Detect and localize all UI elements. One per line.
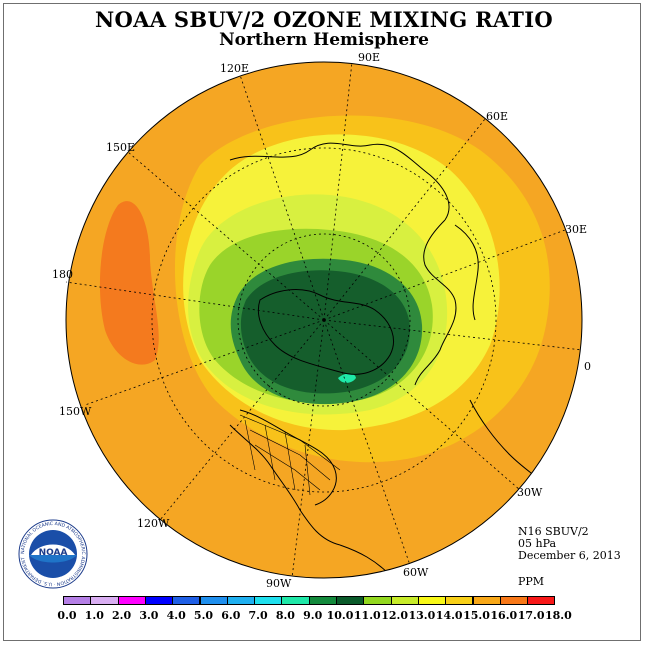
colorbar-swatch (90, 596, 119, 605)
lon-label-60e: 60E (486, 110, 509, 123)
colorbar-tick-label: 5.0 (193, 609, 214, 622)
colorbar-tick-label: 11.0 (353, 609, 381, 622)
colorbar-tick-label: 8.0 (275, 609, 295, 622)
satellite-label: N16 SBUV/2 (518, 525, 589, 538)
map-subtitle: Northern Hemisphere (219, 30, 429, 50)
lon-label-30w: 30W (517, 486, 543, 499)
band-9 (240, 270, 410, 394)
lon-label-150e: 150E (106, 141, 136, 154)
lon-label-30e: 30E (565, 223, 588, 236)
colorbar-tick-label: 15.0 (463, 609, 490, 622)
coastlines (229, 142, 541, 576)
colorbar-swatch (417, 596, 447, 605)
band-16-patch (99, 201, 159, 365)
globe-outline (65, 61, 583, 579)
colorbar-swatch (226, 596, 256, 605)
colorbar-swatch (472, 596, 501, 605)
colorbar-swatch (144, 596, 174, 605)
colorbar-swatch (199, 596, 228, 605)
colorbar-swatch (308, 596, 337, 605)
colorbar-tick-label: 1.0 (84, 609, 104, 622)
colorbar-swatch (172, 596, 201, 605)
lon-label-120e: 120E (220, 62, 250, 75)
colorbar-swatch (363, 596, 392, 605)
colorbar-swatch (390, 596, 419, 605)
date-label: December 6, 2013 (518, 549, 621, 562)
graticule (65, 61, 583, 579)
map-title: NOAA SBUV/2 OZONE MIXING RATIO (95, 7, 553, 32)
colorbar-tick-label: 17.0 (517, 609, 545, 622)
colorbar-tick-label: 4.0 (166, 609, 186, 622)
units-label: PPM (518, 575, 545, 588)
colorbar-tick-label: 12.0 (381, 609, 408, 622)
colorbar-tick-label: 18.0 (544, 609, 572, 622)
colorbar-swatch (63, 596, 92, 605)
colorbar-tick-label: 7.0 (248, 609, 268, 622)
level-label: 05 hPa (518, 537, 557, 550)
colorbar-tick-label: 16.0 (490, 609, 518, 622)
lon-label-120w: 120W (137, 517, 170, 530)
band-8-spot (338, 373, 356, 383)
colorbar-tick-label: 9.0 (303, 609, 323, 622)
lon-label-90e: 90E (358, 51, 381, 64)
colorbar-swatch (445, 596, 474, 605)
frame (3, 3, 641, 641)
lon-label-60w: 60W (403, 566, 429, 579)
colorbar-swatch (336, 596, 365, 605)
lon-label-180: 180 (52, 268, 73, 281)
colorbar-tick-label: 14.0 (435, 609, 463, 622)
noaa-logo: NOAA NATIONAL OCEANIC AND ATMOSPHERIC AD… (18, 519, 88, 589)
colorbar-swatch (527, 596, 556, 605)
colorbar-tick-label: 0.0 (57, 609, 77, 622)
us-grid (239, 414, 341, 496)
lon-label-150w: 150W (59, 405, 92, 418)
colorbar-swatch (254, 596, 283, 605)
lon-label-90w: 90W (266, 577, 292, 590)
info-block: N16 SBUV/2 05 hPa December 6, 2013 PPM (518, 526, 621, 588)
colorbar-tick-label: 2.0 (112, 609, 132, 622)
colorbar-tick-label: 3.0 (139, 609, 159, 622)
colorbar-swatch (117, 596, 146, 605)
colorbar-tick-label: 13.0 (408, 609, 436, 622)
colorbar-swatch (281, 596, 310, 605)
colorbar-tick-label: 6.0 (221, 609, 241, 622)
lon-label-0: 0 (584, 360, 591, 373)
colorbar-swatch (499, 596, 529, 605)
colorbar-tick-label: 10.0 (326, 609, 354, 622)
logo-text: NOAA (39, 548, 68, 558)
